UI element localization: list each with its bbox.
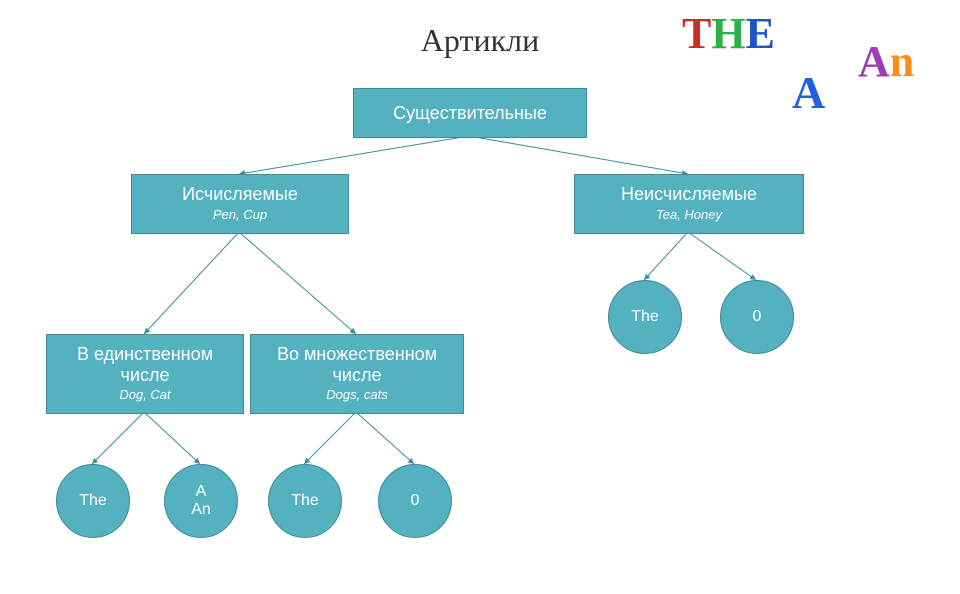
edge-singular-c_s_the [92,412,144,464]
node-c_u_the: The [608,280,682,354]
wordart-the: THE [682,8,775,59]
node-root: Существительные [353,88,587,138]
edge-plural-c_p_zero [356,412,414,464]
node-c_s_aan: AAn [164,464,238,538]
wordart-an: An [858,36,914,87]
edge-singular-c_s_aan [144,412,200,464]
wordart-letter: A [858,36,890,87]
node-label: Существительные [393,103,547,124]
node-plural: Во множественномчисле Dogs, cats [250,334,464,414]
edge-root-count [239,136,469,174]
wordart-letter: A [792,66,825,119]
wordart-letter: H [711,8,745,59]
edge-count-singular [144,232,239,334]
edge-uncount-c_u_the [644,232,688,280]
node-count: Исчисляемые Pen, Cup [131,174,349,234]
page-title: Артикли [0,22,960,59]
node-label: Исчисляемые [182,184,298,205]
node-c_p_zero: 0 [378,464,452,538]
node-label: Неисчисляемые [621,184,757,205]
edge-plural-c_p_the [304,412,356,464]
node-c_s_the: The [56,464,130,538]
node-label: В единственномчисле [77,344,213,385]
node-singular: В единственномчисле Dog, Cat [46,334,244,414]
edge-root-uncount [469,136,688,174]
diagram-stage: { "page": { "title": "Артикли", "title_f… [0,0,960,594]
edge-count-plural [239,232,356,334]
node-example: Tea, Honey [656,207,722,224]
wordart-letter: E [746,8,775,59]
wordart-letter: T [682,8,711,59]
node-label: Во множественномчисле [277,344,437,385]
edge-uncount-c_u_zero [688,232,756,280]
node-example: Dogs, cats [326,387,387,404]
node-example: Dog, Cat [119,387,170,404]
wordart-letter: n [890,36,914,87]
wordart-a: A [792,66,825,119]
node-example: Pen, Cup [213,207,267,224]
node-c_u_zero: 0 [720,280,794,354]
node-c_p_the: The [268,464,342,538]
node-uncount: Неисчисляемые Tea, Honey [574,174,804,234]
